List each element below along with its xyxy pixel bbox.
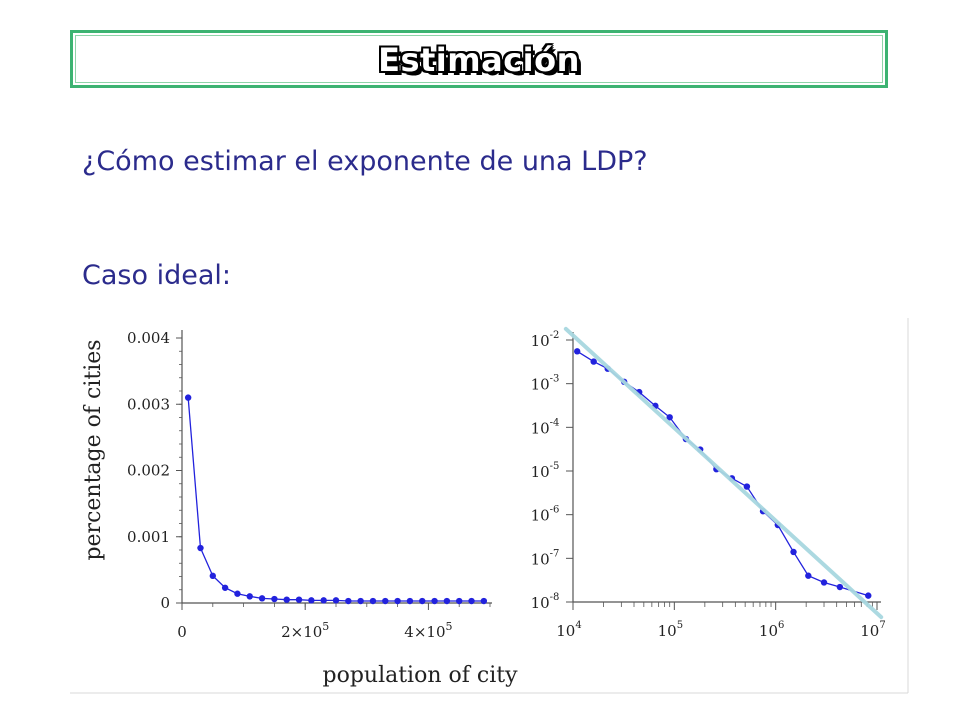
right-y-tick-exponent: -4 xyxy=(550,417,560,428)
left-data-point xyxy=(431,597,438,605)
linear-chart: 0 0.001 0.002 0.003 0.004 0 2×105 4×105 xyxy=(127,329,492,641)
right-data-point xyxy=(590,358,597,365)
left-y-tick-label: 0.003 xyxy=(127,395,170,413)
left-data-point xyxy=(234,590,241,597)
left-y-tick-label: 0 xyxy=(160,594,170,612)
left-data-point xyxy=(283,596,290,603)
left-data-point xyxy=(320,597,327,604)
left-data-point xyxy=(197,544,204,552)
figure-background xyxy=(70,300,908,693)
left-data-point xyxy=(345,597,352,605)
left-data-point xyxy=(332,597,340,604)
right-y-tick-exponent: -5 xyxy=(550,461,560,472)
right-x-tick-exponent: 7 xyxy=(879,620,885,631)
right-data-point xyxy=(805,572,812,579)
right-y-tick-exponent: -8 xyxy=(550,592,560,603)
left-data-point xyxy=(394,597,401,605)
left-y-tick-label: 0.002 xyxy=(127,462,170,480)
question-text: ¿Cómo estimar el exponente de una LDP? xyxy=(82,146,648,177)
left-data-point xyxy=(456,597,463,605)
right-x-tick-label: 105 xyxy=(658,620,683,640)
left-data-point xyxy=(406,597,414,605)
right-y-tick-exponent: -7 xyxy=(550,548,560,559)
right-y-tick-exponent: -3 xyxy=(550,374,560,385)
left-data-point xyxy=(468,597,475,605)
left-data-point xyxy=(357,597,364,605)
left-x-tick-exponent: 5 xyxy=(322,620,329,633)
left-data-point xyxy=(221,584,229,591)
left-data-point xyxy=(271,595,278,603)
left-x-tick-label: 2×105 xyxy=(281,620,329,641)
left-data-point xyxy=(258,595,266,602)
left-data-point xyxy=(308,597,315,604)
right-x-tick-exponent: 4 xyxy=(575,620,581,631)
page-title: Estimación xyxy=(378,41,580,79)
y-axis-label: percentage of cities xyxy=(81,339,106,560)
left-y-tick-label: 0.004 xyxy=(127,329,170,347)
right-data-point xyxy=(865,592,872,599)
right-x-tick-exponent: 6 xyxy=(778,620,784,631)
right-data-point xyxy=(820,579,828,586)
right-x-tick-exponent: 5 xyxy=(677,620,683,631)
right-y-tick-exponent: -6 xyxy=(550,505,560,516)
left-x-tick-exponent: 5 xyxy=(446,620,453,633)
left-x-tick-label: 4×105 xyxy=(404,620,452,641)
left-data-point xyxy=(184,394,192,401)
right-data-point xyxy=(573,348,581,355)
left-data-point xyxy=(419,597,426,605)
left-data-point xyxy=(443,597,451,605)
left-data-point xyxy=(295,596,303,603)
right-data-point xyxy=(743,483,751,490)
right-data-point xyxy=(666,414,673,421)
x-axis-label: population of city xyxy=(322,663,518,688)
right-fit-line xyxy=(563,326,884,620)
left-y-tick-label: 0.001 xyxy=(127,528,170,546)
right-y-tick-exponent: -2 xyxy=(550,330,560,341)
left-data-point xyxy=(369,597,377,605)
left-data-point xyxy=(382,597,389,605)
right-data-point xyxy=(790,548,797,556)
left-data-point xyxy=(246,593,253,600)
right-data-point xyxy=(836,583,844,591)
case-label: Caso ideal: xyxy=(82,260,231,291)
left-x-tick-label: 0 xyxy=(177,623,187,641)
title-box: Estimación xyxy=(70,30,888,88)
left-data-point xyxy=(480,597,488,605)
title-box-inner-border xyxy=(75,35,883,83)
left-data-point xyxy=(209,572,216,580)
